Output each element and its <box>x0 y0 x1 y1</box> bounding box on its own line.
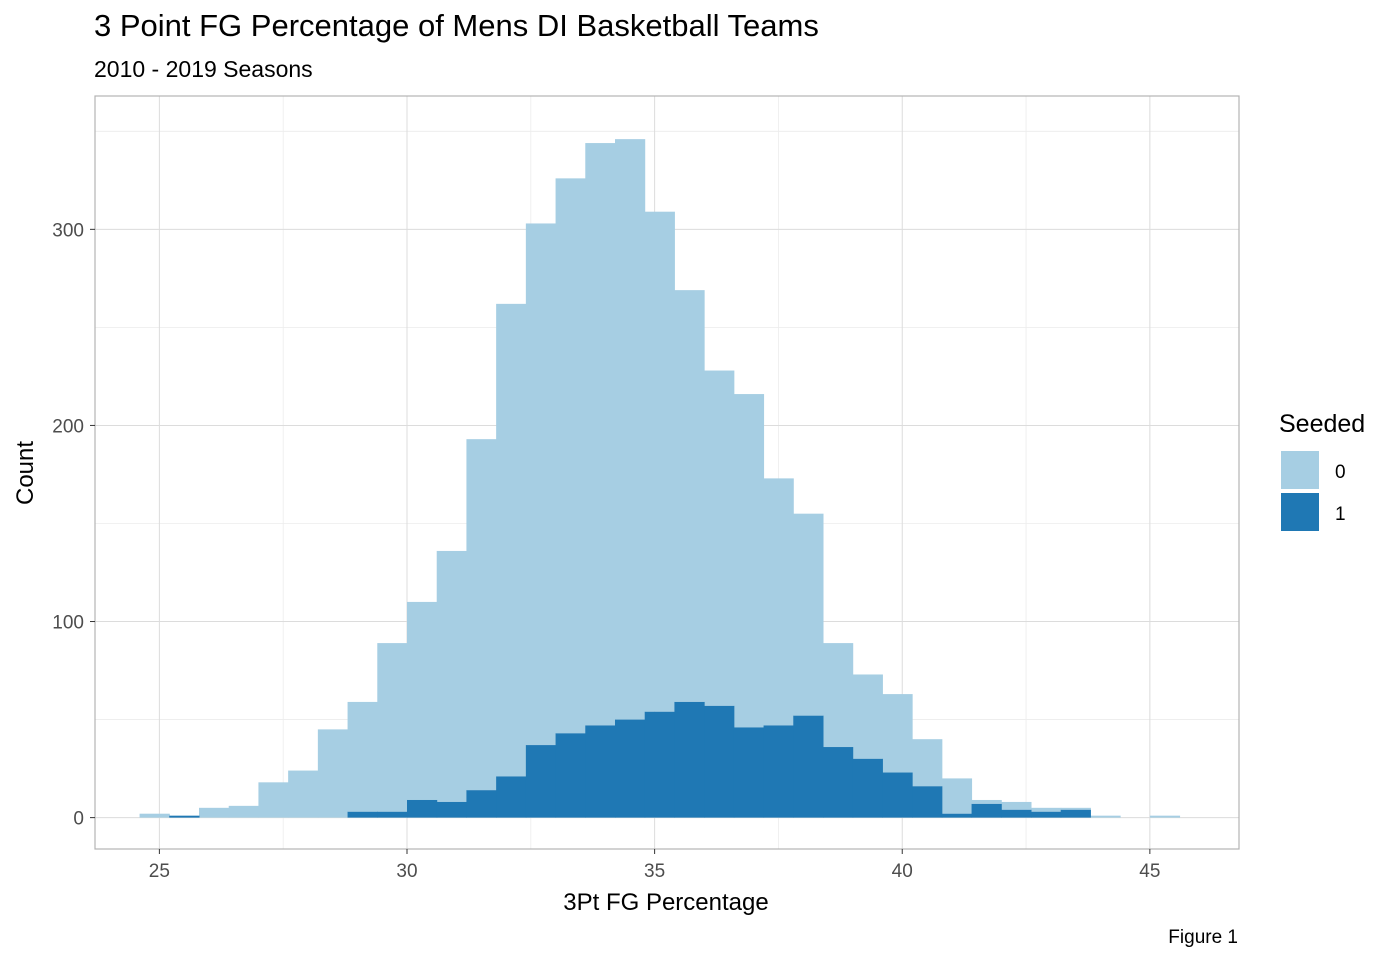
bar-seeded-0 <box>525 223 557 746</box>
bar-seeded-0 <box>377 643 408 812</box>
x-tick-label: 45 <box>1139 861 1160 882</box>
bar-seeded-0 <box>228 805 259 818</box>
bar-seeded-0 <box>466 439 497 791</box>
bar-seeded-1 <box>466 790 497 818</box>
bar-seeded-1 <box>496 776 527 818</box>
bar-seeded-1 <box>1031 811 1062 818</box>
panel-border <box>94 95 1240 850</box>
bar-seeded-0 <box>436 550 467 802</box>
bar-seeded-1 <box>644 711 675 818</box>
bar-seeded-0 <box>852 674 883 759</box>
bar-seeded-1 <box>615 719 646 818</box>
bar-seeded-0 <box>407 601 438 800</box>
y-tick-label: 0 <box>73 809 84 830</box>
bar-seeded-0 <box>644 211 675 712</box>
bar-seeded-0 <box>1031 807 1062 812</box>
bar-seeded-0 <box>258 782 289 818</box>
bar-seeded-1 <box>704 705 735 818</box>
figure-caption: Figure 1 <box>1168 927 1238 948</box>
bar-seeded-0 <box>585 143 616 726</box>
bar-seeded-1 <box>674 701 705 818</box>
legend-key-1 <box>1281 493 1319 531</box>
bar-seeded-1 <box>882 772 913 818</box>
bar-seeded-1 <box>377 811 408 818</box>
bar-seeded-1 <box>971 803 1002 818</box>
y-tick-label: 300 <box>52 220 84 241</box>
bar-seeded-0 <box>763 478 794 726</box>
bar-seeded-0 <box>1090 815 1121 818</box>
bar-seeded-1 <box>585 725 616 818</box>
bar-seeded-0 <box>615 139 646 720</box>
bar-seeded-0 <box>674 290 705 702</box>
bar-seeded-0 <box>941 778 973 814</box>
x-tick-label: 35 <box>644 861 665 882</box>
bar-seeded-1 <box>347 811 378 818</box>
bar-seeded-1 <box>793 715 824 818</box>
bar-seeded-0 <box>288 770 319 818</box>
bar-seeded-1 <box>555 733 586 818</box>
bar-seeded-1 <box>436 801 467 818</box>
bar-seeded-1 <box>525 745 557 818</box>
bar-seeded-1 <box>1060 809 1091 818</box>
bar-seeded-0 <box>317 729 349 818</box>
bar-seeded-1 <box>852 758 883 818</box>
bar-seeded-0 <box>793 513 824 716</box>
bar-seeded-1 <box>823 747 854 818</box>
bar-seeded-0 <box>882 694 913 773</box>
legend-key-0 <box>1281 451 1319 489</box>
x-tick-label: 30 <box>396 861 417 882</box>
bar-seeded-0 <box>733 394 765 728</box>
x-tick-label: 25 <box>149 861 170 882</box>
axes: 25 30 35 40 45 0 100 200 300 <box>52 220 1160 882</box>
bar-seeded-0 <box>347 701 378 812</box>
bar-seeded-1 <box>763 725 794 818</box>
bar-seeded-0 <box>823 643 854 748</box>
x-tick-label: 40 <box>892 861 913 882</box>
bar-seeded-0 <box>139 813 170 818</box>
bar-seeded-1 <box>169 815 200 818</box>
bar-seeded-0 <box>912 739 943 787</box>
x-axis-label: 3Pt FG Percentage <box>563 889 768 916</box>
bar-seeded-1 <box>407 799 438 818</box>
chart-title: 3 Point FG Percentage of Mens DI Basketb… <box>94 8 819 43</box>
bars <box>139 139 1181 818</box>
bar-seeded-1 <box>733 727 765 818</box>
bar-seeded-0 <box>971 799 1002 804</box>
legend-label-1: 1 <box>1335 504 1346 525</box>
bar-seeded-0 <box>1001 801 1032 810</box>
bar-seeded-1 <box>1001 809 1032 818</box>
chart-subtitle: 2010 - 2019 Seasons <box>94 56 313 82</box>
bar-seeded-0 <box>199 807 230 818</box>
bar-seeded-1 <box>941 813 973 818</box>
legend-label-0: 0 <box>1335 462 1346 483</box>
y-tick-label: 200 <box>52 416 84 437</box>
y-axis-label: Count <box>12 441 39 505</box>
bar-seeded-0 <box>1060 807 1091 810</box>
y-tick-label: 100 <box>52 613 84 634</box>
bar-seeded-0 <box>1149 815 1181 818</box>
bar-seeded-0 <box>496 303 527 777</box>
legend-title: Seeded <box>1279 410 1366 438</box>
bar-seeded-0 <box>704 370 735 706</box>
bar-seeded-1 <box>912 786 943 818</box>
bar-seeded-0 <box>555 178 586 734</box>
